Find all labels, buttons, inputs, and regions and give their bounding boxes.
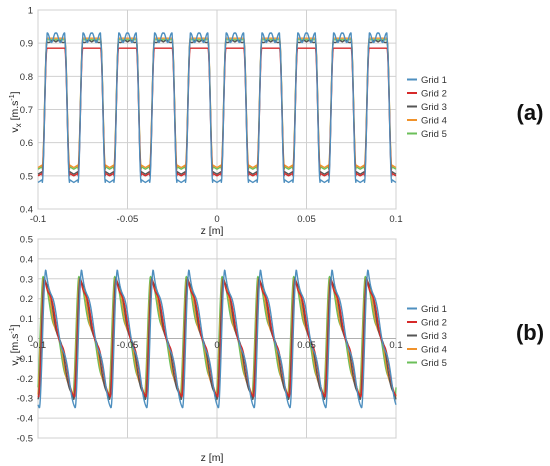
legend-label: Grid 4: [421, 345, 447, 356]
series-line-grid-2: [37, 47, 397, 177]
x-tick-label: -0.1: [30, 214, 46, 225]
x-tick-label: 0.1: [389, 340, 402, 351]
y-label-unit-end-a: ]: [9, 91, 21, 94]
x-axis-label-b: z [m]: [201, 452, 224, 464]
series-line-grid-1: [37, 32, 397, 184]
x-tick-label: 0.1: [389, 214, 402, 225]
series-line-grid-3: [37, 39, 397, 175]
y-label-sub-a: x: [14, 123, 23, 127]
series-group-b: [37, 269, 397, 409]
y-label-sup-b: -1: [9, 327, 16, 333]
y-tick-label: -0.4: [17, 414, 33, 425]
y-label-sup-a: -1: [9, 94, 16, 100]
y-tick-label: -0.2: [17, 374, 33, 385]
y-axis-label-a: vx [m.s-1]: [9, 91, 23, 132]
legend-label: Grid 5: [421, 129, 447, 140]
y-tick-label: 0.6: [20, 138, 33, 149]
y-tick-label: -0.5: [17, 434, 33, 445]
tick-labels-b: -0.5-0.4-0.3-0.2-0.100.10.20.30.40.5-0.1…: [17, 235, 403, 445]
legend-label: Grid 5: [421, 358, 447, 369]
x-tick-label: 0.05: [297, 214, 316, 225]
y-tick-label: 0.5: [20, 171, 33, 182]
y-label-base-b: v: [9, 360, 21, 366]
y-label-sub-b: y: [14, 356, 23, 360]
y-tick-label: 0.8: [20, 72, 33, 83]
legend-label: Grid 2: [421, 89, 447, 100]
y-tick-label: -0.3: [17, 394, 33, 405]
legend-label: Grid 1: [421, 75, 447, 86]
y-label-unit-end-b: ]: [9, 324, 21, 327]
panel-label-b: (b): [516, 320, 544, 345]
series-group-a: [37, 32, 397, 184]
legend-a: Grid 1 Grid 2 Grid 3 Grid 4 Grid 5: [407, 75, 447, 140]
y-tick-label: -0.1: [17, 354, 33, 365]
y-axis-label-b: vy [m.s-1]: [9, 324, 23, 365]
legend-b: Grid 1 Grid 2 Grid 3 Grid 4 Grid 5: [407, 304, 447, 369]
legend-label: Grid 1: [421, 304, 447, 315]
chart-panel-a: 0.4 0.5 0.6 0.7 0.8 0.9 1 -0.1 -0.05 0 0.05 0.1 z […: [9, 6, 543, 238]
x-tick-label: -0.1: [30, 340, 46, 351]
legend-label: Grid 3: [421, 102, 447, 113]
chart-panel-b: -0.5-0.4-0.3-0.2-0.100.10.20.30.40.5-0.1…: [9, 235, 544, 465]
gridlines-b: [37, 238, 397, 439]
tick-labels-a: 0.4 0.5 0.6 0.7 0.8 0.9 1 -0.1 -0.05 0 0.05 0.1: [20, 6, 403, 226]
x-axis-label-a: z [m]: [201, 225, 224, 237]
y-tick-label: 0.4: [20, 254, 33, 265]
series-line-grid-2: [37, 280, 397, 398]
y-tick-label: 0.4: [20, 205, 33, 216]
x-tick-label: 0: [214, 340, 219, 351]
legend-label: Grid 3: [421, 331, 447, 342]
x-tick-label: 0: [214, 214, 219, 225]
y-tick-label: 0.5: [20, 235, 33, 246]
y-label-unit-a: [m.s: [9, 101, 21, 124]
y-tick-label: 0.1: [20, 314, 33, 325]
x-tick-label: -0.05: [117, 214, 139, 225]
y-tick-label: 0: [28, 334, 33, 345]
y-tick-label: 0.9: [20, 39, 33, 50]
series-line-grid-1: [37, 269, 397, 409]
y-label-unit-b: [m.s: [9, 334, 21, 357]
panel-label-a: (a): [517, 100, 544, 125]
legend-label: Grid 4: [421, 116, 447, 127]
y-label-base-a: v: [9, 127, 21, 133]
y-tick-label: 0.7: [20, 105, 33, 116]
x-tick-label: -0.05: [117, 340, 139, 351]
y-tick-label: 1: [28, 6, 33, 17]
x-tick-label: 0.05: [297, 340, 316, 351]
y-tick-label: 0.2: [20, 294, 33, 305]
legend-label: Grid 2: [421, 318, 447, 329]
y-tick-label: 0.3: [20, 274, 33, 285]
